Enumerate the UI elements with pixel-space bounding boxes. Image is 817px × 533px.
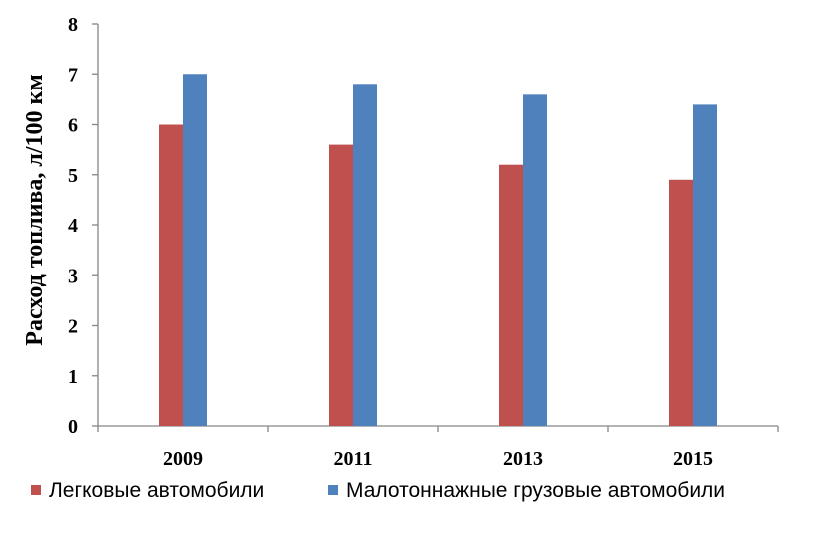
x-axis-ticks: 2009 2011 2013 2015 (97, 426, 779, 470)
legend-swatch (31, 485, 41, 495)
legend: Легковые автомобили Малотоннажные грузовы… (31, 479, 725, 502)
x-tick-label: 2015 (673, 448, 713, 470)
legend-swatch (328, 485, 338, 495)
y-tick-label: 6 (68, 115, 78, 137)
bar-light-truck-2013 (523, 94, 547, 426)
legend-label: Легковые автомобили (49, 479, 264, 502)
y-tick-label: 4 (68, 215, 78, 237)
y-tick-label: 1 (68, 366, 78, 388)
bar-passenger-2013 (499, 164, 523, 426)
bar-passenger-2009 (159, 124, 183, 426)
y-tick-label: 2 (68, 316, 78, 338)
bar-light-truck-2015 (693, 104, 717, 427)
y-axis-title: Расход топлива, л/100 км (22, 74, 48, 345)
bars (159, 74, 717, 427)
y-axis-ticks: 0 1 2 3 4 5 6 7 8 (68, 14, 98, 438)
bar-passenger-2011 (329, 144, 353, 426)
y-tick-label: 5 (68, 165, 78, 187)
y-tick-label: 3 (68, 265, 78, 287)
x-tick-label: 2009 (163, 448, 203, 470)
x-tick-label: 2013 (503, 448, 543, 470)
bar-passenger-2015 (669, 179, 693, 426)
x-tick-label: 2011 (334, 448, 373, 470)
bar-light-truck-2009 (183, 74, 207, 426)
y-tick-label: 0 (68, 416, 78, 438)
bar-light-truck-2011 (353, 84, 377, 427)
legend-label: Малотоннажные грузовые автомобили (346, 479, 725, 502)
y-tick-label: 8 (68, 14, 78, 36)
y-tick-label: 7 (68, 64, 78, 86)
